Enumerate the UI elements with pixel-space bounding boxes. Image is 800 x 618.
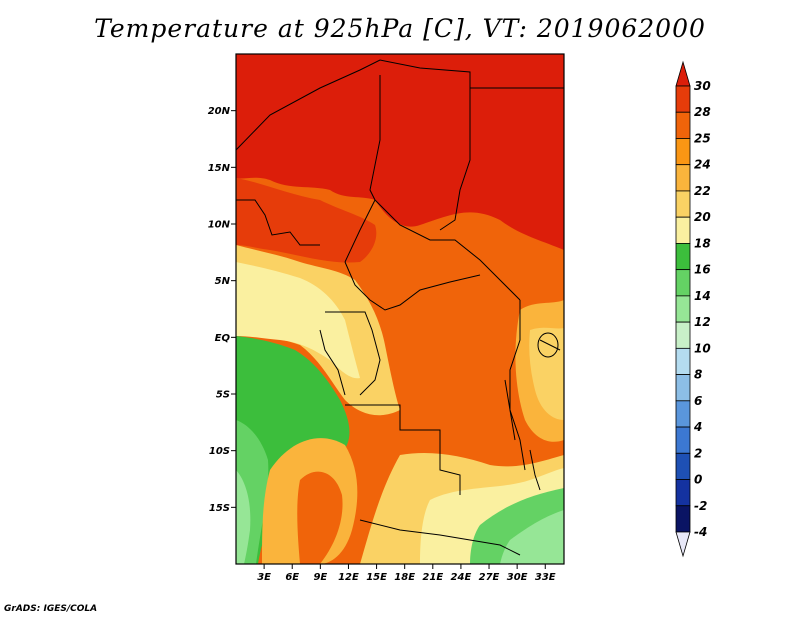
lat-tick-label: 5S (216, 390, 230, 401)
colorbar-label: 24 (694, 158, 711, 172)
colorbar-top-arrow (675, 60, 691, 87)
colorbar-label: 2 (694, 446, 702, 460)
lon-tick-label: 3E (257, 572, 271, 583)
colorbar-box (675, 295, 691, 323)
colorbar-box (675, 452, 691, 480)
colorbar-label: 10 (694, 341, 711, 355)
colorbar-box (675, 164, 691, 192)
temperature-field (236, 54, 564, 564)
lon-tick-label: 15E (366, 572, 387, 583)
lon-tick-label: 9E (313, 572, 327, 583)
lon-tick-label: 18E (394, 572, 415, 583)
band-20-22-east (529, 327, 564, 420)
colorbar-label: 6 (694, 394, 702, 408)
colorbar-box (675, 190, 691, 218)
colorbar-label: 14 (694, 289, 711, 303)
colorbar-box (675, 505, 691, 533)
colorbar-box (675, 426, 691, 454)
band-30-plus (236, 54, 564, 250)
colorbar-box (675, 243, 691, 271)
colorbar-label: 22 (694, 184, 711, 198)
band-25-28-sw (297, 471, 343, 564)
lat-tick-label: 15N (208, 163, 231, 174)
lat-tick-label: 10N (208, 220, 231, 231)
colorbar-box (675, 269, 691, 297)
lat-tick-label: 15S (209, 503, 230, 514)
lat-tick-label: 5N (215, 276, 231, 287)
colorbar-box (675, 321, 691, 349)
country-borders (236, 59, 564, 556)
plot-frame (235, 53, 565, 565)
colorbar-label: 12 (694, 315, 711, 329)
latitude-axis: 20N 15N 10N 5N EQ 5S 10S 15S (208, 106, 236, 514)
band-28-30 (236, 178, 377, 263)
colorbar-box (675, 347, 691, 375)
colorbar-bottom-arrow (675, 531, 691, 558)
colorbar-box (675, 138, 691, 166)
colorbar-label: 4 (693, 420, 702, 434)
lat-tick-label: 10S (209, 446, 230, 457)
longitude-axis: 3E 6E 9E 12E 15E 18E 21E 24E 27E 30E 33E (257, 564, 556, 583)
lon-tick-label: 27E (479, 572, 500, 583)
lakes (504, 332, 559, 491)
credit-text: GrADS: IGES/COLA (4, 604, 98, 614)
colorbar-label: 0 (694, 473, 702, 487)
colorbar-label: 18 (694, 236, 711, 250)
colorbar-box (675, 479, 691, 507)
colorbar-label: 25 (694, 131, 711, 145)
colorbar-box (675, 85, 691, 113)
lake-tanganyika (504, 379, 516, 441)
lat-tick-label: 20N (208, 106, 231, 117)
band-12-14 (236, 470, 251, 564)
band-18-20 (236, 262, 360, 379)
lon-tick-label: 6E (285, 572, 299, 583)
colorbar-label: 16 (694, 263, 711, 277)
lake-victoria (537, 332, 559, 358)
colorbar-box (675, 400, 691, 428)
colorbar-label: 30 (694, 79, 711, 93)
colorbar-label: 8 (694, 368, 702, 382)
lon-tick-label: 21E (422, 572, 443, 583)
colorbar-label: -4 (694, 525, 707, 539)
lon-tick-label: 12E (338, 572, 359, 583)
lat-tick-label: EQ (215, 333, 231, 344)
colorbar-label: -2 (694, 499, 707, 513)
colorbar-box (675, 374, 691, 402)
colorbar-label: 20 (694, 210, 711, 224)
lon-tick-label: 24E (451, 572, 472, 583)
colorbar-label: 28 (694, 105, 711, 119)
lon-tick-label: 30E (507, 572, 528, 583)
colorbar-box (675, 111, 691, 139)
lake-malawi (529, 449, 541, 491)
map-title: Temperature at 925hPa [C], VT: 201906200… (94, 14, 706, 43)
colorbar-box (675, 216, 691, 244)
band-12-14-south (500, 510, 564, 564)
lon-tick-label: 33E (535, 572, 556, 583)
